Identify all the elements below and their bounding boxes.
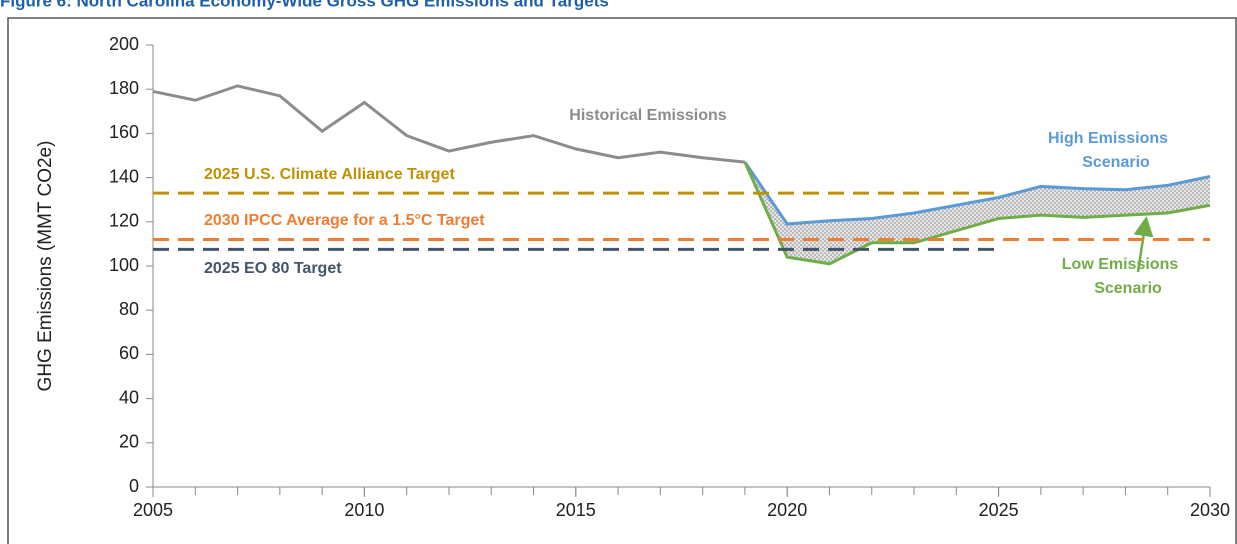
y-tick-label: 200 (109, 34, 139, 54)
series-label: 2025 EO 80 Target (204, 260, 342, 277)
y-tick-label: 140 (109, 166, 139, 186)
chart-frame (7, 17, 1237, 544)
series-label: High Emissions Scenario (1048, 130, 1168, 171)
series-line (152, 84, 746, 164)
x-tick-label: 2030 (1190, 500, 1230, 520)
y-tick-label: 60 (119, 343, 139, 363)
y-tick-label: 160 (109, 122, 139, 142)
y-tick-label: 0 (129, 476, 139, 496)
x-tick-label: 2005 (133, 500, 173, 520)
y-tick-label: 120 (109, 211, 139, 231)
x-tick-label: 2020 (767, 500, 807, 520)
annotation-arrow (1133, 216, 1154, 273)
x-tick-label: 2010 (344, 500, 384, 520)
x-tick-label: 2025 (979, 500, 1019, 520)
y-tick-label: 180 (109, 78, 139, 98)
series-line (743, 161, 1211, 226)
series-label: 2025 U.S. Climate Alliance Target (204, 166, 455, 183)
series-label: Low Emissions Scenario (1062, 256, 1179, 297)
series-label: Historical Emissions (569, 107, 726, 124)
series-line (743, 161, 1211, 266)
y-tick-label: 100 (109, 255, 139, 275)
series-label: 2030 IPCC Average for a 1.5°C Target (204, 212, 485, 229)
x-tick-label: 2015 (556, 500, 596, 520)
y-tick-label: 40 (119, 387, 139, 407)
y-tick-label: 80 (119, 299, 139, 319)
chart-title: Figure 6: North Carolina Economy-Wide Gr… (0, 0, 609, 10)
y-tick-label: 20 (119, 432, 139, 452)
y-axis-label: GHG Emissions (MMT CO2e) (35, 141, 56, 392)
